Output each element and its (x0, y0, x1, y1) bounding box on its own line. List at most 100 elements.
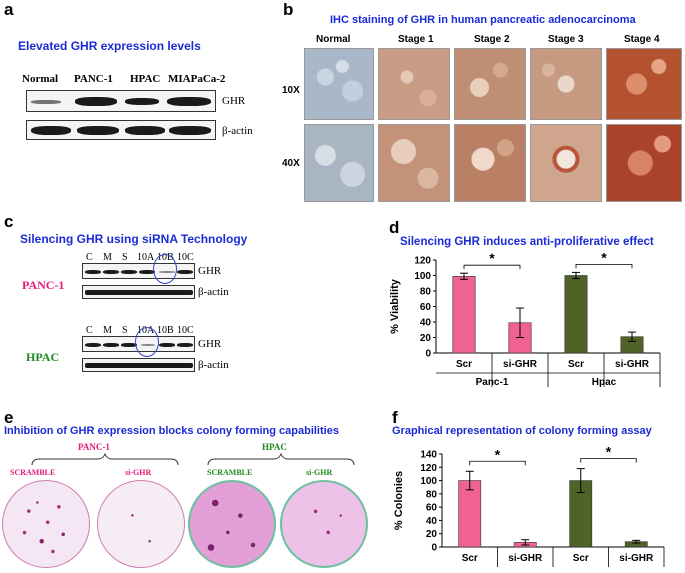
significance-bracket (575, 264, 633, 269)
panel-c-letter: c (4, 212, 14, 231)
row-label: β-actin (198, 359, 229, 371)
lane-label: MIAPaCa-2 (168, 73, 226, 85)
lane-label: 10A (137, 252, 155, 263)
y-tick-label: 40 (420, 318, 432, 329)
lane-label: Normal (22, 73, 59, 85)
dish-label: SCRAMBLE (207, 468, 253, 477)
significance-bracket (469, 460, 526, 466)
bar (564, 275, 588, 354)
ihc-col-label: Stage 2 (474, 34, 510, 45)
lane-label: 10C (177, 325, 194, 336)
hpac-actin-strip (82, 358, 195, 372)
x-tick-label: si-GHR (615, 359, 650, 370)
actin-blot-strip (26, 120, 216, 140)
ihc-col-label: Stage 1 (398, 34, 434, 45)
row-label: GHR (198, 338, 222, 350)
x-tick-label: Scr (462, 553, 478, 564)
lane-label: S (122, 252, 128, 263)
x-tick-label: Scr (573, 553, 589, 564)
group-bracket (31, 453, 179, 466)
highlight-ellipse (153, 254, 177, 284)
ihc-col-label: Normal (316, 34, 351, 45)
panel-d-letter: d (389, 218, 400, 237)
panel-a-title: Elevated GHR expression levels (18, 39, 201, 53)
panel-b-letter: b (283, 0, 294, 19)
ihc-row-label: 10X (282, 85, 300, 96)
x-tick-label: Scr (456, 359, 472, 370)
y-axis-label: % Viability (389, 278, 401, 334)
y-axis-label: % Colonies (393, 471, 405, 530)
y-tick-label: 20 (426, 529, 438, 540)
dish-label: si-GHR (125, 468, 152, 477)
row-label: GHR (198, 265, 222, 277)
cell-line-label-panc1: PANC-1 (22, 278, 65, 292)
y-tick-label: 40 (426, 516, 438, 527)
group-label-panc1: PANC-1 (78, 442, 110, 452)
x-tick-label: si-GHR (503, 359, 538, 370)
significance-bracket (580, 458, 637, 463)
y-tick-label: 20 (420, 333, 432, 344)
group-bracket (207, 453, 355, 466)
y-tick-label: 0 (425, 349, 431, 360)
dish-label: SCRAMBLE (10, 468, 56, 477)
panel-c-title: Silencing GHR using siRNA Technology (20, 232, 248, 246)
dish-hpac-si-ghr (280, 480, 368, 568)
dish-panc1-scramble (2, 480, 90, 568)
lane-label: HPAC (130, 73, 161, 85)
ihc-image-stage1-10x (378, 48, 450, 120)
y-tick-label: 100 (420, 476, 437, 487)
ihc-image-normal-10x (304, 48, 374, 120)
ihc-image-stage2-40x (454, 124, 526, 202)
significance-star: * (495, 446, 501, 462)
row-label: β-actin (198, 286, 229, 298)
lane-label: 10C (177, 252, 194, 263)
x-tick-label: Scr (568, 359, 584, 370)
ihc-col-label: Stage 3 (548, 34, 584, 45)
y-tick-label: 120 (420, 463, 437, 474)
y-tick-label: 140 (420, 450, 437, 461)
bar (458, 480, 482, 548)
significance-star: * (606, 444, 612, 460)
significance-star: * (601, 250, 607, 265)
panel-b-title: IHC staining of GHR in human pancreatic … (330, 14, 636, 26)
significance-bracket (463, 264, 521, 270)
lane-label: C (86, 252, 93, 263)
x-tick-label: si-GHR (508, 553, 543, 564)
lane-label: M (103, 252, 112, 263)
row-label: β-actin (222, 125, 253, 137)
y-tick-label: 100 (414, 271, 431, 282)
dish-hpac-scramble (188, 480, 276, 568)
panc1-actin-strip (82, 285, 195, 299)
ghr-blot-strip (26, 90, 216, 112)
group-label: Panc-1 (476, 377, 509, 388)
x-tick-label: si-GHR (619, 553, 654, 564)
lane-label: S (122, 325, 128, 336)
panel-e-letter: e (4, 408, 14, 427)
ihc-image-stage2-10x (454, 48, 526, 120)
y-tick-label: 0 (431, 543, 437, 554)
y-tick-label: 80 (420, 287, 432, 298)
lane-label: C (86, 325, 93, 336)
ihc-image-normal-40x (304, 124, 374, 202)
highlight-ellipse (135, 327, 159, 357)
colony-assay: PANC-1 SCRAMBLE si-GHR HPAC SCRAMBLE si-… (0, 440, 390, 573)
group-label-hpac: HPAC (262, 442, 287, 452)
viability-bar-chart: % Viability 0 20 40 60 80 100 120 Scr si-GHR Scr si… (389, 250, 661, 388)
lane-label: 10B (157, 325, 174, 336)
panel-a-blot: Normal PANC-1 HPAC MIAPaCa-2 GHR β-actin (0, 60, 280, 140)
colony-bar-chart: % Colonies 0 20 40 60 80 100 120 140 Scr si-GHR Scr… (393, 444, 665, 567)
panel-a-letter: a (4, 0, 14, 19)
panc1-ghr-strip (82, 263, 195, 279)
dish-panc1-si-ghr (97, 480, 185, 568)
panel-c-blots: C M S 10A 10B 10C GHR β-actin PANC-1 C M… (0, 248, 290, 378)
y-tick-label: 120 (414, 256, 431, 267)
ihc-col-label: Stage 4 (624, 34, 660, 45)
lane-label: M (103, 325, 112, 336)
ihc-image-stage3-10x (530, 48, 602, 120)
lane-label: PANC-1 (74, 73, 113, 85)
ihc-image-stage4-10x (606, 48, 682, 120)
panel-f-title: Graphical representation of colony formi… (392, 425, 652, 437)
ihc-image-stage4-40x (606, 124, 682, 202)
ihc-grid: Normal Stage 1 Stage 2 Stage 3 Stage 4 1… (282, 30, 685, 205)
significance-star: * (489, 250, 495, 266)
